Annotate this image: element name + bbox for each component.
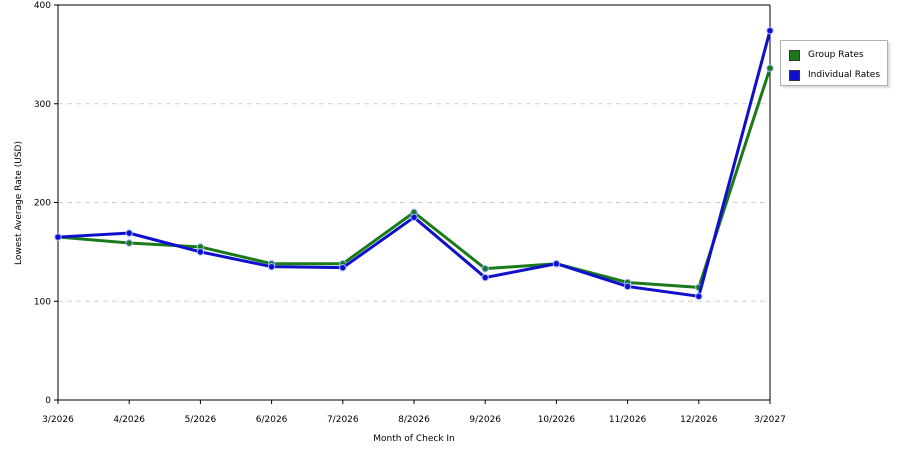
legend-item-individual-rates: Individual Rates	[789, 68, 880, 82]
x-tick-label-3: 6/2026	[256, 415, 288, 425]
point-individual-rates-7	[552, 260, 561, 268]
x-tick-label-2: 5/2026	[185, 415, 217, 425]
x-tick-label-7: 10/2026	[538, 415, 576, 425]
y-tick-label-200: 200	[34, 199, 51, 209]
grid-lines	[58, 103, 770, 302]
point-group-rates-10	[766, 64, 774, 72]
y-tick-label-300: 300	[34, 100, 51, 110]
x-tick-label-10: 3/2027	[754, 415, 786, 425]
point-individual-rates-2	[196, 248, 205, 256]
point-individual-rates-9	[695, 292, 703, 301]
series-lines	[54, 26, 774, 301]
y-axis-title: Lowest Average Rate (USD)	[14, 141, 24, 265]
legend-label-group: Group Rates	[808, 50, 864, 60]
x-axis-ticks: 3/2026 4/2026 5/2026 6/2026 7/2026 8/2026 9/20…	[42, 400, 786, 425]
point-group-rates-6	[481, 264, 489, 273]
x-tick-label-5: 8/2026	[398, 415, 430, 425]
point-individual-rates-10	[766, 26, 774, 35]
x-axis-title: Month of Check In	[373, 434, 455, 444]
legend-swatch-individual	[789, 69, 800, 81]
x-tick-label-4: 7/2026	[327, 415, 359, 425]
legend: Group Rates Individual Rates	[780, 40, 888, 86]
point-individual-rates-6	[481, 273, 489, 282]
series-line-individual-rates	[57, 30, 772, 298]
y-tick-label-400: 400	[34, 1, 51, 11]
point-group-rates-1	[125, 239, 133, 247]
point-individual-rates-5	[410, 213, 418, 222]
x-tick-label-0: 3/2026	[42, 415, 74, 425]
x-tick-label-8: 11/2026	[609, 415, 647, 425]
legend-swatch-group	[789, 49, 800, 61]
point-individual-rates-3	[267, 262, 276, 271]
y-tick-label-100: 100	[34, 297, 51, 307]
y-axis-ticks: 0 100 200 300 400	[34, 1, 58, 406]
series-line-group-rates	[57, 67, 772, 289]
point-individual-rates-8	[623, 282, 632, 291]
point-individual-rates-4	[339, 263, 347, 272]
y-tick-label-0: 0	[45, 396, 51, 406]
x-tick-label-9: 12/2026	[680, 415, 718, 425]
x-tick-label-6: 9/2026	[469, 415, 501, 425]
point-individual-rates-0	[54, 233, 62, 241]
point-individual-rates-1	[125, 229, 133, 237]
x-tick-label-1: 4/2026	[113, 415, 145, 425]
legend-label-individual: Individual Rates	[808, 70, 881, 80]
legend-item-group-rates: Group Rates	[789, 48, 864, 62]
